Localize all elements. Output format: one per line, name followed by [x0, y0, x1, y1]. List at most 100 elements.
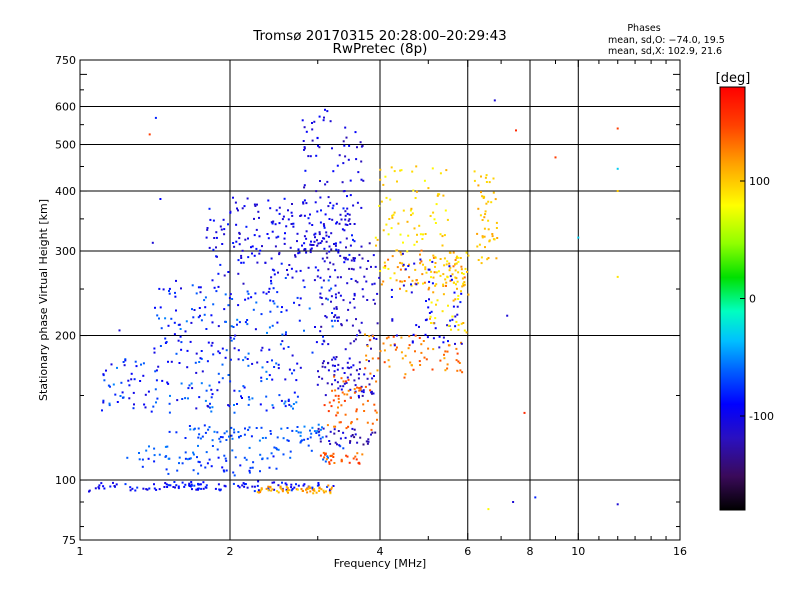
data-point: [326, 485, 329, 488]
data-point: [427, 306, 430, 309]
data-point: [365, 440, 368, 443]
y-tick-label: 750: [55, 54, 76, 67]
data-point: [330, 319, 333, 322]
data-point: [311, 486, 314, 489]
data-point: [428, 286, 431, 289]
data-point: [350, 278, 353, 280]
data-point: [355, 458, 358, 461]
data-point: [285, 483, 288, 486]
data-point: [373, 403, 376, 406]
data-point: [229, 380, 232, 383]
data-point: [184, 451, 187, 454]
data-point: [384, 175, 387, 178]
data-point: [247, 256, 250, 259]
data-point: [362, 443, 365, 446]
data-point: [174, 295, 177, 298]
data-point: [222, 218, 225, 221]
data-point: [277, 363, 280, 366]
data-point: [350, 267, 353, 270]
data-point: [119, 395, 122, 397]
data-point: [316, 430, 319, 433]
y-tick-label: 300: [55, 245, 76, 258]
data-point: [369, 389, 372, 392]
data-point: [366, 344, 369, 346]
data-point: [208, 384, 211, 387]
data-point: [426, 336, 429, 339]
data-point: [473, 170, 476, 173]
data-point: [240, 395, 242, 398]
data-point: [256, 491, 259, 494]
data-point: [124, 358, 127, 361]
data-point: [415, 324, 418, 327]
data-point: [457, 271, 460, 274]
data-point: [325, 234, 328, 237]
data-point: [311, 128, 314, 131]
data-point: [288, 264, 291, 266]
data-point: [290, 489, 293, 492]
data-point: [296, 240, 298, 243]
data-point: [275, 447, 278, 450]
data-point: [343, 372, 346, 374]
data-point: [272, 300, 275, 303]
data-point: [251, 245, 254, 248]
data-point: [249, 466, 252, 469]
data-point: [323, 456, 326, 459]
data-point: [480, 191, 482, 194]
data-point: [448, 265, 451, 268]
data-point: [360, 245, 363, 248]
data-point: [320, 209, 322, 212]
data-point: [309, 436, 312, 439]
data-point: [288, 368, 291, 371]
data-point: [319, 330, 322, 333]
data-point: [334, 441, 337, 444]
data-point: [258, 235, 261, 238]
data-point: [296, 426, 299, 428]
data-point: [455, 320, 458, 323]
data-point: [382, 229, 385, 232]
data-point: [337, 363, 340, 366]
data-point: [388, 218, 391, 220]
data-point: [179, 335, 182, 338]
data-point: [417, 282, 420, 285]
data-point: [260, 376, 263, 379]
data-point: [428, 312, 431, 314]
data-point: [334, 379, 337, 382]
data-point: [251, 485, 254, 488]
data-point: [534, 496, 537, 499]
data-point: [385, 196, 388, 199]
data-point: [289, 246, 292, 249]
data-point: [144, 393, 147, 396]
data-point: [240, 254, 243, 257]
data-point: [271, 324, 274, 327]
data-point: [434, 222, 437, 224]
data-point: [257, 480, 260, 483]
data-point: [151, 241, 154, 244]
data-point: [187, 458, 189, 461]
data-point: [165, 341, 168, 343]
data-point: [462, 273, 465, 275]
data-point: [370, 428, 373, 431]
data-point: [322, 427, 325, 430]
data-point: [358, 396, 360, 399]
data-point: [362, 389, 365, 392]
data-point: [223, 274, 226, 277]
data-point: [453, 291, 456, 294]
data-point: [277, 448, 280, 451]
data-point: [309, 213, 311, 216]
data-point: [231, 437, 234, 440]
data-point: [428, 280, 431, 283]
data-point: [336, 316, 339, 319]
data-point: [324, 183, 327, 186]
data-point: [247, 396, 250, 399]
data-point: [430, 270, 433, 273]
data-point: [133, 403, 135, 406]
data-point: [491, 235, 494, 238]
data-point: [336, 411, 339, 414]
data-point: [299, 431, 302, 434]
data-point: [221, 377, 224, 380]
data-point: [373, 337, 375, 340]
data-point: [349, 388, 352, 391]
data-point: [281, 481, 283, 484]
data-point: [331, 358, 334, 361]
